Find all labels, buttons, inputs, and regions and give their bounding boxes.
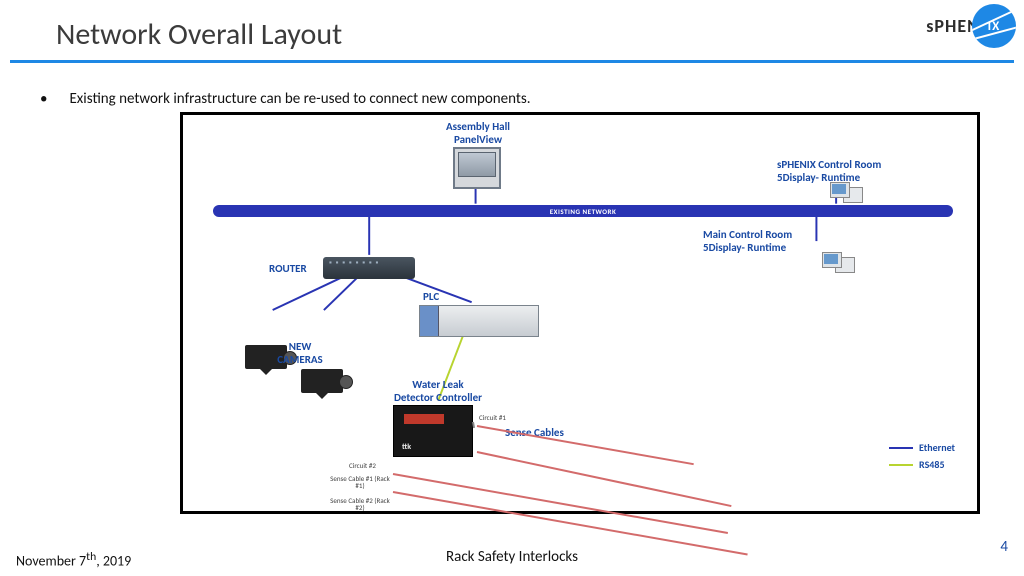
- main-room-label: Main Control Room 5Display- Runtime: [703, 229, 792, 254]
- sense-cable-1-label: Sense Cable #1 (Rack #1): [325, 475, 395, 490]
- router-icon: [323, 257, 415, 279]
- circuit-1-label: Circuit #1: [479, 413, 506, 422]
- slide-title: Network Overall Layout: [56, 16, 342, 53]
- title-underline: [10, 60, 1014, 63]
- legend: Ethernet RS485: [889, 441, 955, 475]
- camera-2-icon: [301, 369, 343, 393]
- control-room-pc-icon: [843, 187, 863, 203]
- legend-rs485: RS485: [889, 458, 955, 471]
- panelview-icon: [453, 147, 501, 189]
- cameras-label: NEW CAMERAS: [265, 341, 335, 366]
- network-diagram: Assembly Hall PanelView EXISTING NETWORK…: [180, 112, 980, 514]
- sphenix-logo: sPHEN IX: [926, 4, 1016, 48]
- sense-cable-3: [393, 473, 728, 534]
- footer-page-number: 4: [1000, 538, 1008, 556]
- wldc-label: Water Leak Detector Controller: [383, 379, 493, 404]
- wldc-icon: [393, 405, 473, 457]
- sense-cable-2-label: Sense Cable #2 (Rack #2): [325, 497, 395, 512]
- legend-ethernet-swatch: [889, 447, 913, 449]
- control-room-label: sPHENIX Control Room 5Display- Runtime: [777, 159, 881, 184]
- plc-icon: [419, 305, 539, 337]
- plc-label: PLC: [423, 291, 439, 304]
- logo-circle-icon: IX: [972, 4, 1016, 48]
- circuit-2-label: Circuit #2: [349, 461, 376, 470]
- existing-network-bar: EXISTING NETWORK: [213, 205, 953, 217]
- panelview-label: Assembly Hall PanelView: [423, 121, 533, 146]
- network-bar-label: EXISTING NETWORK: [213, 205, 953, 217]
- bullet-text: Existing network infrastructure can be r…: [69, 90, 530, 108]
- router-label: ROUTER: [269, 263, 307, 276]
- footer-title: Rack Safety Interlocks: [0, 548, 1024, 566]
- sense-cable-2: [477, 451, 732, 507]
- sense-cable-4: [393, 491, 748, 555]
- legend-rs485-swatch: [889, 464, 913, 466]
- main-room-pc-icon: [835, 257, 855, 273]
- legend-ethernet: Ethernet: [889, 441, 955, 454]
- bullet-line: • Existing network infrastructure can be…: [40, 90, 531, 108]
- sense-lead-1: [472, 422, 475, 428]
- bullet-icon: •: [40, 90, 47, 108]
